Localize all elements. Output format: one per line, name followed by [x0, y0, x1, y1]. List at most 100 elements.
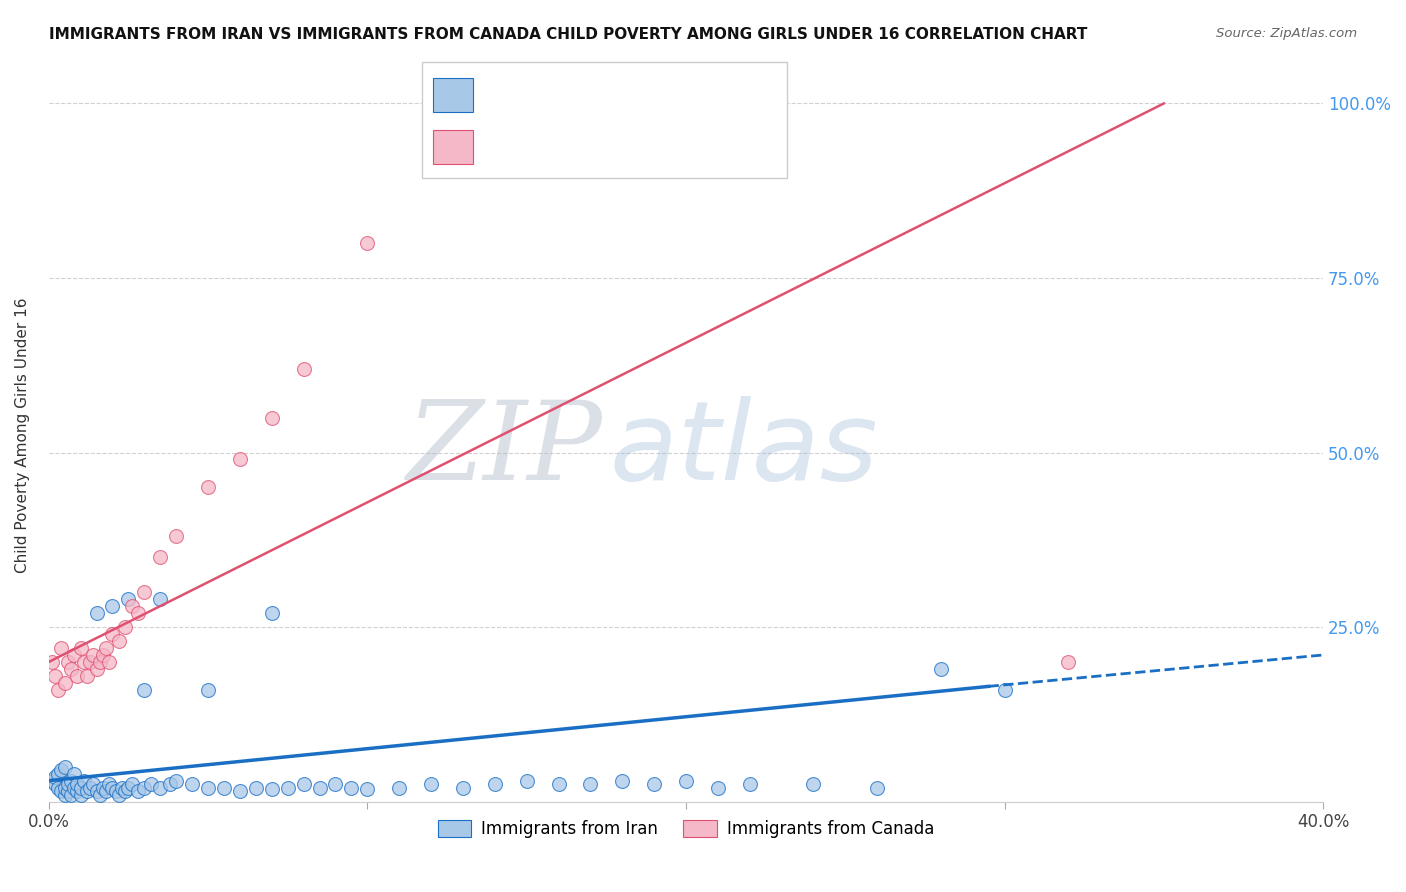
Text: N =: N =	[616, 86, 650, 103]
Point	[91, 648, 114, 662]
Point	[56, 655, 79, 669]
Point	[245, 780, 267, 795]
Point	[547, 777, 569, 791]
Point	[66, 784, 89, 798]
Point	[60, 788, 83, 802]
Point	[707, 780, 730, 795]
Point	[229, 784, 252, 798]
Point	[111, 780, 134, 795]
Point	[44, 669, 66, 683]
Point	[56, 784, 79, 798]
Point	[41, 773, 63, 788]
Point	[866, 780, 889, 795]
Point	[127, 606, 149, 620]
Point	[197, 682, 219, 697]
Text: 77: 77	[659, 86, 682, 103]
Point	[181, 777, 204, 791]
Point	[149, 550, 172, 565]
Point	[340, 780, 363, 795]
Point	[165, 773, 187, 788]
Point	[66, 669, 89, 683]
Point	[1057, 655, 1080, 669]
Point	[993, 682, 1015, 697]
Point	[356, 235, 378, 250]
Point	[484, 777, 506, 791]
Point	[46, 766, 69, 780]
Point	[73, 655, 96, 669]
Point	[73, 773, 96, 788]
Point	[229, 452, 252, 467]
Point	[308, 780, 330, 795]
Point	[91, 780, 114, 795]
Point	[101, 599, 124, 613]
Point	[44, 770, 66, 784]
Point	[420, 777, 443, 791]
Point	[51, 763, 73, 777]
Point	[46, 682, 69, 697]
Point	[98, 655, 121, 669]
Y-axis label: Child Poverty Among Girls Under 16: Child Poverty Among Girls Under 16	[15, 297, 30, 573]
Point	[117, 592, 139, 607]
Point	[325, 777, 347, 791]
Point	[197, 780, 219, 795]
Text: 33: 33	[659, 138, 682, 156]
Point	[82, 648, 104, 662]
Point	[108, 634, 131, 648]
Point	[101, 627, 124, 641]
Point	[260, 606, 283, 620]
Point	[104, 784, 127, 798]
Point	[134, 585, 156, 599]
Point	[46, 780, 69, 795]
Text: ZIP: ZIP	[408, 396, 603, 503]
Point	[63, 780, 86, 795]
Point	[212, 780, 235, 795]
Point	[89, 655, 111, 669]
Point	[63, 648, 86, 662]
Point	[79, 780, 101, 795]
Point	[53, 759, 76, 773]
Point	[86, 784, 108, 798]
Point	[51, 640, 73, 655]
Text: Source: ZipAtlas.com: Source: ZipAtlas.com	[1216, 27, 1357, 40]
Point	[165, 529, 187, 543]
Point	[197, 480, 219, 494]
Point	[159, 777, 181, 791]
Point	[53, 788, 76, 802]
Point	[579, 777, 602, 791]
Point	[356, 782, 378, 797]
Point	[121, 599, 143, 613]
Point	[114, 784, 136, 798]
Point	[69, 640, 91, 655]
Point	[76, 669, 98, 683]
Text: 0.213: 0.213	[530, 86, 581, 103]
Point	[149, 780, 172, 795]
Point	[66, 777, 89, 791]
Bar	[433, 129, 472, 164]
Point	[292, 361, 315, 376]
Point	[149, 592, 172, 607]
Point	[260, 410, 283, 425]
Point	[60, 773, 83, 788]
Point	[86, 662, 108, 676]
Point	[60, 662, 83, 676]
Point	[127, 784, 149, 798]
Point	[260, 782, 283, 797]
Point	[53, 780, 76, 795]
Point	[292, 777, 315, 791]
Point	[803, 777, 825, 791]
Point	[53, 676, 76, 690]
Point	[139, 777, 162, 791]
Text: 0.600: 0.600	[530, 138, 581, 156]
Point	[121, 777, 143, 791]
Point	[675, 773, 697, 788]
Point	[388, 780, 411, 795]
Point	[98, 777, 121, 791]
FancyBboxPatch shape	[422, 62, 787, 178]
Legend: Immigrants from Iran, Immigrants from Canada: Immigrants from Iran, Immigrants from Ca…	[432, 813, 941, 845]
Point	[79, 655, 101, 669]
Point	[277, 780, 299, 795]
Point	[643, 777, 665, 791]
Point	[114, 620, 136, 634]
Point	[516, 773, 538, 788]
Point	[929, 662, 952, 676]
